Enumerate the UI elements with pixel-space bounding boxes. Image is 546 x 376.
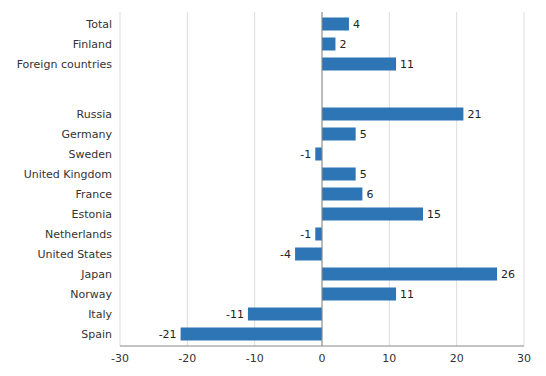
y-tick-label: Italy xyxy=(88,308,112,321)
y-tick-label: United Kingdom xyxy=(24,168,112,181)
page: {"chart_data": {"type": "bar", "orientat… xyxy=(0,0,546,376)
zero-axis xyxy=(322,12,323,346)
y-tick-label: Estonia xyxy=(72,208,113,221)
bars xyxy=(181,18,497,341)
grid-line xyxy=(187,12,188,346)
data-label: 5 xyxy=(360,128,367,141)
grid-line xyxy=(120,12,121,346)
bar xyxy=(181,328,322,341)
grid-line xyxy=(456,12,457,346)
chart-container: -30 -20 -10 0 10 20 30 Spain Italy Norway Japan Uni… xyxy=(0,0,546,376)
data-label: 5 xyxy=(360,168,367,181)
y-tick-label: Germany xyxy=(61,128,112,141)
data-label: -1 xyxy=(300,228,311,241)
grid-line xyxy=(524,12,525,346)
x-tick-label: -20 xyxy=(178,352,196,365)
bar xyxy=(322,128,356,141)
y-tick-label: France xyxy=(75,188,112,201)
data-label: -11 xyxy=(226,308,244,321)
data-label: -4 xyxy=(280,248,291,261)
x-tick-label: 0 xyxy=(319,352,326,365)
y-tick-label: United States xyxy=(38,248,113,261)
x-tick-label: 10 xyxy=(382,352,396,365)
bar xyxy=(322,18,349,31)
data-label: -1 xyxy=(300,148,311,161)
data-label: 11 xyxy=(400,288,414,301)
y-tick-label: Finland xyxy=(73,38,112,51)
y-tick-label: Netherlands xyxy=(45,228,112,241)
data-label: 15 xyxy=(427,208,441,221)
bar xyxy=(295,248,322,261)
x-tick-label: 30 xyxy=(517,352,531,365)
y-tick-label: Russia xyxy=(77,108,112,121)
data-label: -21 xyxy=(159,328,177,341)
chart-svg: -30 -20 -10 0 10 20 30 Spain Italy Norway Japan Uni… xyxy=(0,0,546,376)
x-axis xyxy=(120,346,524,347)
y-tick-label: Foreign countries xyxy=(17,58,113,71)
y-tick-label: Total xyxy=(85,18,112,31)
y-tick-label: Spain xyxy=(81,328,112,341)
x-tick-label: 20 xyxy=(450,352,464,365)
data-label: 21 xyxy=(467,108,481,121)
bar xyxy=(315,148,322,161)
data-label: 11 xyxy=(400,58,414,71)
bar xyxy=(322,168,356,181)
grid-line xyxy=(322,12,323,346)
x-tick-label: -10 xyxy=(246,352,264,365)
grid-line xyxy=(254,12,255,346)
y-tick-label: Japan xyxy=(80,268,112,281)
data-label: 4 xyxy=(353,18,360,31)
bar xyxy=(322,108,463,121)
bar xyxy=(322,188,362,201)
bar xyxy=(322,58,396,71)
bar xyxy=(322,208,423,221)
bar xyxy=(315,228,322,241)
data-label: 26 xyxy=(501,268,515,281)
bar xyxy=(322,288,396,301)
data-label: 6 xyxy=(366,188,373,201)
y-tick-label: Sweden xyxy=(69,148,112,161)
bar xyxy=(248,308,322,321)
x-tick-label: -30 xyxy=(111,352,129,365)
data-label: 2 xyxy=(339,38,346,51)
bar xyxy=(322,268,497,281)
bar xyxy=(322,38,335,51)
y-tick-label: Norway xyxy=(70,288,112,301)
